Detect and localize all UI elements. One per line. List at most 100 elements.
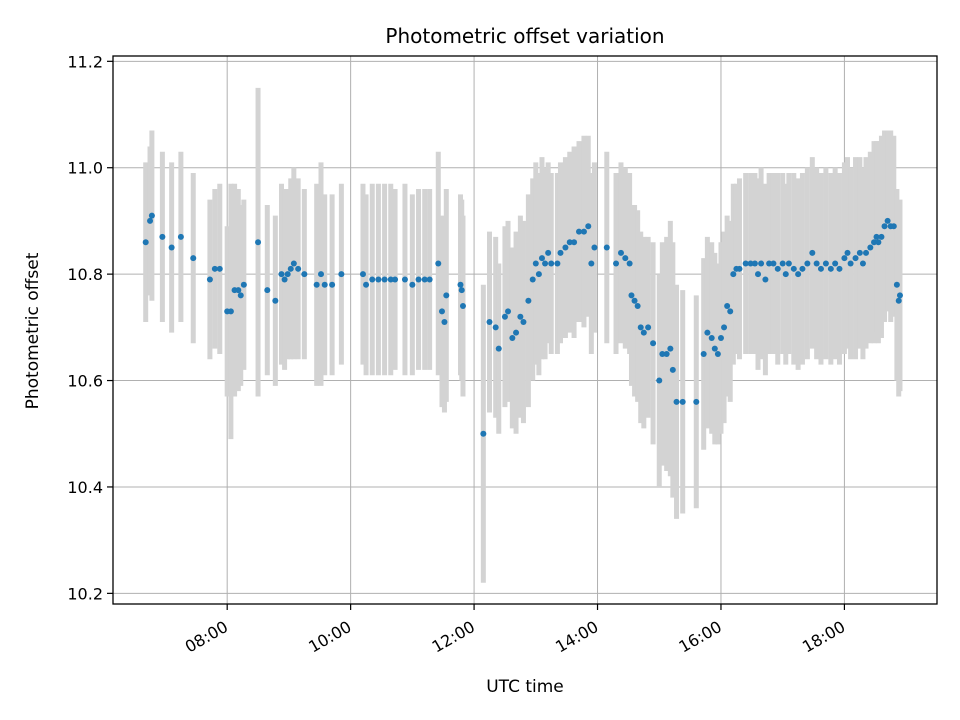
data-point — [255, 239, 262, 246]
data-point — [645, 324, 652, 331]
data-point — [426, 276, 433, 283]
data-point — [148, 212, 155, 219]
data-point — [631, 297, 638, 304]
data-point — [856, 249, 863, 256]
data-point — [545, 249, 552, 256]
data-point — [613, 260, 620, 267]
y-tick-label: 11.0 — [67, 159, 103, 178]
data-point — [557, 249, 564, 256]
data-point — [650, 340, 657, 347]
data-point — [321, 281, 328, 288]
data-point — [401, 276, 408, 283]
data-point — [841, 255, 848, 262]
data-point — [435, 260, 442, 267]
data-point — [363, 281, 370, 288]
data-point — [747, 260, 754, 267]
data-point — [318, 271, 325, 278]
data-point — [369, 276, 376, 283]
data-point — [790, 265, 797, 272]
y-tick-label: 10.8 — [67, 265, 103, 284]
data-point — [480, 430, 487, 437]
data-point — [284, 271, 291, 278]
data-point — [724, 303, 731, 310]
y-tick-label: 11.2 — [67, 52, 103, 71]
data-point — [588, 260, 595, 267]
data-point — [278, 271, 285, 278]
data-point — [736, 265, 743, 272]
data-point — [727, 308, 734, 315]
data-point — [264, 287, 271, 294]
data-point — [542, 260, 549, 267]
data-point — [742, 260, 749, 267]
data-point — [863, 249, 870, 256]
y-tick-label: 10.4 — [67, 478, 103, 497]
data-point — [884, 217, 891, 224]
data-point — [591, 244, 598, 251]
data-points — [142, 212, 903, 437]
data-point — [708, 334, 715, 341]
data-point — [576, 228, 583, 235]
data-point — [235, 287, 242, 294]
data-point — [409, 281, 416, 288]
x-axis-label: UTC time — [486, 677, 564, 697]
data-point — [492, 324, 499, 331]
data-point — [827, 265, 834, 272]
data-point — [875, 239, 882, 246]
data-point — [659, 350, 666, 357]
data-point — [679, 398, 686, 405]
data-point — [704, 329, 711, 336]
data-point — [211, 265, 218, 272]
data-point — [762, 276, 769, 283]
data-point — [532, 260, 539, 267]
data-point — [329, 281, 336, 288]
y-axis-label: Photometric offset — [23, 252, 43, 409]
data-point — [240, 281, 247, 288]
data-point — [177, 233, 184, 240]
data-point — [895, 297, 902, 304]
data-point — [859, 260, 866, 267]
data-point — [878, 233, 885, 240]
data-point — [873, 233, 880, 240]
data-point — [766, 260, 773, 267]
data-point — [881, 223, 888, 230]
data-point — [622, 255, 629, 262]
data-point — [517, 313, 524, 320]
data-point — [272, 297, 279, 304]
data-point — [896, 292, 903, 299]
data-point — [457, 281, 464, 288]
data-point — [375, 276, 382, 283]
data-point — [392, 276, 399, 283]
data-point — [290, 260, 297, 267]
data-point — [216, 265, 223, 272]
data-point — [142, 239, 149, 246]
data-point — [520, 319, 527, 326]
data-point — [206, 276, 213, 283]
data-point — [529, 276, 536, 283]
data-point — [168, 244, 175, 251]
data-point — [617, 249, 624, 256]
data-point — [637, 324, 644, 331]
data-point — [313, 281, 320, 288]
data-point — [381, 276, 388, 283]
data-point — [700, 350, 707, 357]
data-point — [190, 255, 197, 262]
data-point — [554, 260, 561, 267]
data-point — [844, 249, 851, 256]
data-point — [159, 233, 166, 240]
data-point — [295, 265, 302, 272]
data-point — [571, 239, 578, 246]
data-point — [441, 319, 448, 326]
data-point — [758, 260, 765, 267]
data-point — [804, 260, 811, 267]
data-point — [836, 265, 843, 272]
data-point — [415, 276, 422, 283]
chart-title: Photometric offset variation — [385, 24, 664, 48]
data-point — [867, 244, 874, 251]
data-point — [693, 398, 700, 405]
data-point — [535, 271, 542, 278]
y-tick-label: 10.2 — [67, 584, 103, 603]
data-point — [721, 324, 728, 331]
data-point — [458, 287, 465, 294]
